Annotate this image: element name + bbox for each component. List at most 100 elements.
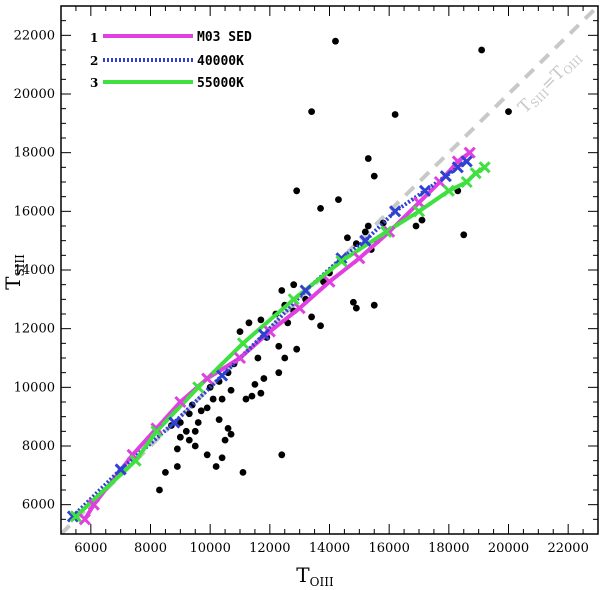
observed-point	[257, 316, 265, 324]
series-marker-m03-sed	[383, 225, 396, 238]
legend-number-1: 1	[90, 31, 98, 45]
observed-point	[203, 451, 211, 459]
observed-point	[364, 155, 372, 162]
observed-point	[308, 313, 315, 321]
x-tick-label: 10000	[189, 541, 230, 556]
observed-point	[317, 322, 324, 330]
observed-point	[185, 436, 193, 444]
x-tick-label: 16000	[368, 541, 409, 556]
observed-point	[218, 454, 226, 462]
observed-point	[278, 287, 286, 294]
observed-point	[260, 375, 268, 382]
x-tick-label: 20000	[488, 541, 529, 556]
y-tick-label: 20000	[14, 87, 55, 102]
x-tick-label: 8000	[134, 541, 167, 556]
y-tick-label: 8000	[22, 439, 55, 454]
legend-label-55000k: 55000K	[197, 76, 244, 91]
observed-point	[370, 301, 378, 309]
series-marker-55000k	[287, 293, 300, 306]
observed-point	[236, 328, 244, 335]
x-axis-title: TOIII	[296, 563, 334, 589]
series-marker-55000k	[129, 454, 142, 467]
series-marker-40000k	[418, 184, 432, 197]
observed-point	[349, 298, 357, 306]
series-marker-40000k	[389, 205, 402, 218]
observed-point	[352, 304, 360, 312]
series-marker-55000k	[412, 205, 426, 218]
series-marker-m03-sed	[87, 498, 100, 511]
series-marker-m03-sed	[463, 146, 476, 159]
legend-entry-55000k: 3 55000K	[90, 76, 244, 91]
legend-label-40000k: 40000K	[197, 54, 244, 69]
legend-number-3: 3	[90, 76, 98, 90]
x-tick-label: 14000	[309, 541, 350, 556]
series-marker-m03-sed	[150, 422, 163, 435]
observed-point	[254, 354, 262, 362]
observed-point	[245, 319, 253, 327]
observed-point	[191, 427, 199, 435]
observed-point	[227, 386, 235, 394]
series-marker-55000k	[150, 425, 163, 438]
observed-point	[221, 436, 229, 444]
observed-point	[173, 463, 181, 470]
series-marker-m03-sed	[263, 325, 276, 338]
observed-point	[212, 463, 220, 470]
x-tick-label: 12000	[249, 541, 290, 556]
x-tick-label: 6000	[74, 541, 107, 556]
observed-point	[361, 228, 369, 236]
observed-point	[176, 433, 184, 441]
series-marker-m03-sed	[201, 372, 214, 385]
model-series	[66, 146, 491, 526]
observed-point	[191, 442, 199, 450]
series-marker-55000k	[460, 175, 473, 189]
observed-point	[182, 427, 190, 435]
series-marker-40000k	[168, 416, 181, 429]
series-marker-m03-sed	[323, 275, 336, 288]
observed-point	[335, 196, 342, 204]
observed-point	[293, 187, 301, 195]
observed-point	[478, 46, 486, 54]
legend-number-2: 2	[90, 54, 98, 68]
observed-point	[418, 216, 426, 224]
legend-label-m03-sed: M03 SED	[197, 30, 252, 45]
series-marker-m03-sed	[126, 448, 139, 461]
observed-point	[293, 345, 301, 353]
observed-point	[332, 37, 339, 45]
series-marker-m03-sed	[233, 351, 247, 365]
observed-point	[370, 172, 378, 180]
observed-point	[194, 419, 202, 426]
observed-point	[209, 395, 217, 403]
series-marker-55000k	[478, 161, 491, 174]
series-marker-40000k	[460, 155, 473, 168]
series-marker-55000k	[192, 381, 205, 394]
observed-point	[344, 234, 351, 242]
y-tick-label: 22000	[14, 28, 55, 43]
observed-point	[176, 419, 184, 426]
observed-point	[162, 469, 169, 476]
series-marker-55000k	[69, 510, 82, 523]
series-marker-40000k	[439, 170, 452, 183]
y-tick-label: 14000	[14, 263, 55, 278]
y-tick-label: 6000	[22, 498, 55, 513]
y-tick-label: 10000	[14, 380, 55, 395]
observed-point	[173, 445, 181, 453]
y-axis-title: TSIII	[1, 254, 27, 290]
series-marker-40000k	[335, 252, 348, 265]
observed-point	[317, 205, 324, 212]
y-tick-label: 16000	[14, 204, 55, 219]
series-marker-55000k	[380, 225, 393, 238]
observed-point	[257, 389, 265, 397]
observed-point	[290, 281, 298, 289]
series-marker-40000k	[299, 284, 312, 297]
y-tick-label: 12000	[14, 322, 55, 337]
observed-point	[185, 410, 193, 418]
observed-point	[239, 469, 247, 476]
series-marker-40000k	[216, 369, 229, 382]
observed-point	[218, 395, 226, 403]
legend-entry-m03-sed: 1 M03 SED	[90, 30, 252, 45]
series-marker-55000k	[442, 184, 455, 197]
series-marker-40000k	[451, 161, 464, 174]
series-marker-40000k	[359, 234, 372, 247]
identity-line-label: TSIII=TOIII	[514, 47, 585, 118]
